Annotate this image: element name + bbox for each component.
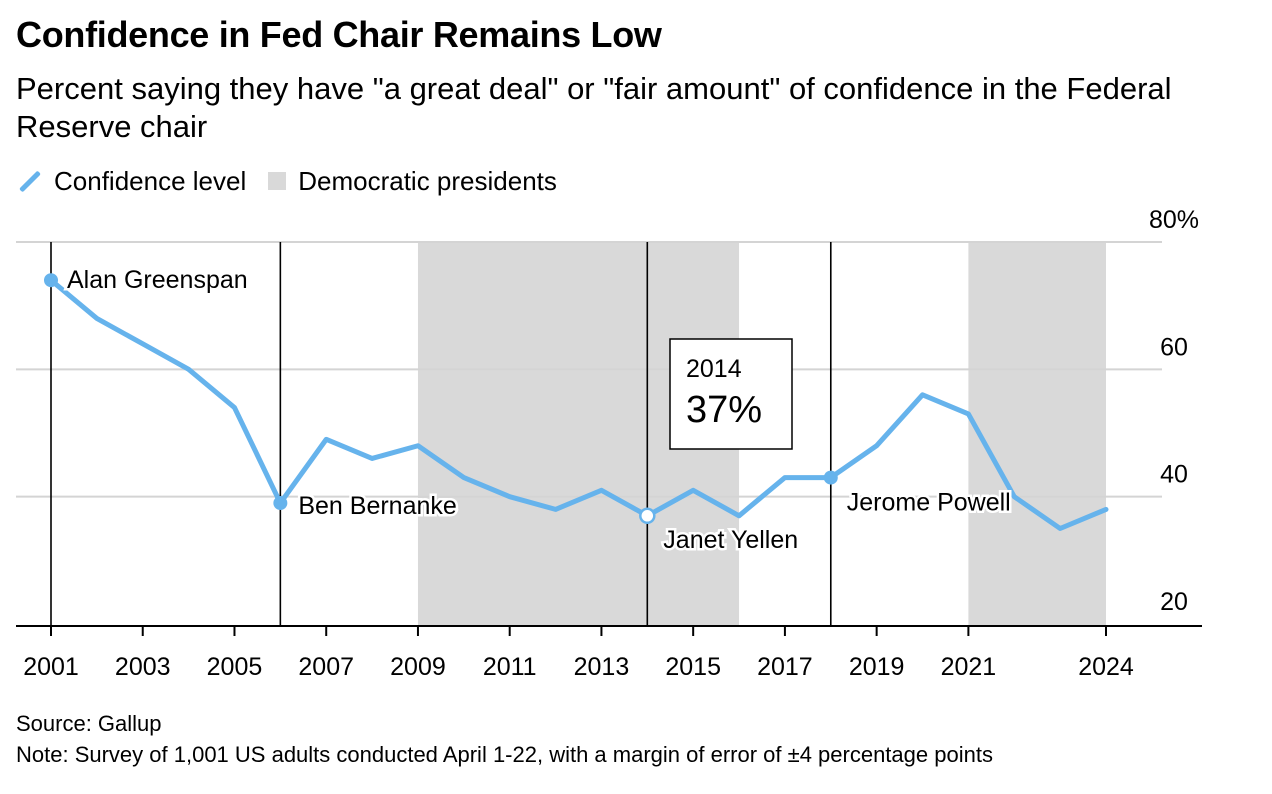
- tooltip-year: 2014: [686, 355, 742, 383]
- chair-marker-2001: [44, 273, 58, 288]
- x-tick-label-2003: 2003: [115, 653, 171, 681]
- legend-item-confidence: Confidence level: [16, 166, 246, 197]
- tooltip-box: [669, 338, 793, 450]
- legend-item-democratic: Democratic presidents: [268, 166, 557, 197]
- legend-label-democratic: Democratic presidents: [298, 165, 557, 196]
- x-tick-label-2021: 2021: [941, 653, 997, 681]
- chart-title: Confidence in Fed Chair Remains Low: [16, 14, 662, 55]
- x-tick-label-2001: 2001: [23, 653, 79, 681]
- tooltip-value: 37%: [686, 389, 762, 431]
- x-tick-label-2005: 2005: [207, 653, 263, 681]
- shaded-range-1: [968, 242, 1106, 626]
- x-tick-label-2019: 2019: [849, 653, 905, 681]
- y-tick-label-40: 40: [1160, 461, 1188, 489]
- y-tick-label-20: 20: [1160, 588, 1188, 616]
- y-tick-label-60: 60: [1160, 333, 1188, 361]
- x-tick-label-2024: 2024: [1078, 653, 1134, 681]
- chart-subtitle: Percent saying they have "a great deal" …: [16, 71, 1172, 144]
- chair-label-2001: Alan Greenspan: [67, 266, 248, 294]
- chair-marker-2006: [273, 496, 288, 511]
- chair-label-2014: Janet Yellen: [663, 526, 798, 554]
- x-tick-label-2017: 2017: [757, 653, 813, 681]
- chair-label-2018: Jerome Powell: [847, 489, 1011, 517]
- source-note: Source: Gallup: [16, 711, 162, 736]
- chair-marker-2018: [823, 470, 838, 485]
- x-tick-label-2007: 2007: [298, 653, 354, 681]
- x-tick-label-2011: 2011: [483, 653, 537, 681]
- x-tick-label-2015: 2015: [665, 653, 721, 681]
- footer: Source: Gallup Note: Survey of 1,001 US …: [16, 708, 993, 770]
- legend: Confidence level Democratic presidents: [16, 166, 579, 196]
- chair-label-2006: Ben Bernanke: [298, 492, 456, 520]
- legend-label-confidence: Confidence level: [54, 165, 247, 196]
- y-tick-label-80: 80%: [1149, 206, 1199, 234]
- line-chart: 20 40 60 80% 2001 2003 2005 2007 2009 2011 2013 201…: [16, 206, 1202, 681]
- chair-marker-2014: [639, 507, 656, 525]
- survey-note: Note: Survey of 1,001 US adults conducte…: [16, 742, 993, 767]
- x-tick-label-2013: 2013: [574, 653, 630, 681]
- shade-swatch-icon: [268, 172, 287, 190]
- x-tick-label-2009: 2009: [390, 653, 446, 681]
- series-line-confidence: [48, 277, 1109, 531]
